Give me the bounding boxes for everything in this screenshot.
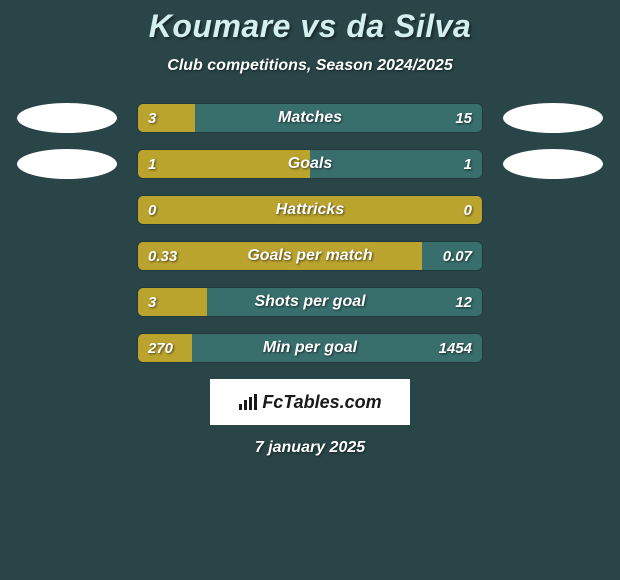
stat-value-right: 1454 xyxy=(439,334,472,362)
logo: FcTables.com xyxy=(238,392,381,413)
page-title: Koumare vs da Silva xyxy=(0,8,620,45)
stat-row: 0Hattricks0 xyxy=(0,195,620,225)
stat-row: 3Matches15 xyxy=(0,103,620,133)
stat-bar: 0.33Goals per match0.07 xyxy=(137,241,483,271)
oval-spacer xyxy=(17,241,117,271)
logo-text: FcTables.com xyxy=(262,392,381,413)
player-oval-right xyxy=(503,103,603,133)
stat-bar: 0Hattricks0 xyxy=(137,195,483,225)
oval-spacer xyxy=(17,195,117,225)
stat-label: Shots per goal xyxy=(138,288,482,316)
stat-label: Goals xyxy=(138,150,482,178)
oval-spacer xyxy=(17,287,117,317)
page-subtitle: Club competitions, Season 2024/2025 xyxy=(0,57,620,75)
stat-label: Matches xyxy=(138,104,482,132)
stat-label: Hattricks xyxy=(138,196,482,224)
stat-value-right: 12 xyxy=(455,288,472,316)
oval-spacer xyxy=(503,287,603,317)
stat-value-right: 0 xyxy=(464,196,472,224)
oval-spacer xyxy=(503,333,603,363)
stat-row: 3Shots per goal12 xyxy=(0,287,620,317)
stat-row: 270Min per goal1454 xyxy=(0,333,620,363)
stat-bar: 3Shots per goal12 xyxy=(137,287,483,317)
stat-bar: 270Min per goal1454 xyxy=(137,333,483,363)
stat-value-right: 15 xyxy=(455,104,472,132)
stat-bar: 1Goals1 xyxy=(137,149,483,179)
stat-rows: 3Matches15 1Goals1 0Hattricks0 0.33Goals pe… xyxy=(0,103,620,363)
stat-row: 0.33Goals per match0.07 xyxy=(0,241,620,271)
player-oval-left xyxy=(17,149,117,179)
player-oval-left xyxy=(17,103,117,133)
player-oval-right xyxy=(503,149,603,179)
oval-spacer xyxy=(503,241,603,271)
stat-value-right: 1 xyxy=(464,150,472,178)
bar-chart-icon xyxy=(238,394,258,410)
oval-spacer xyxy=(17,333,117,363)
stat-value-right: 0.07 xyxy=(443,242,472,270)
stat-row: 1Goals1 xyxy=(0,149,620,179)
stat-label: Min per goal xyxy=(138,334,482,362)
logo-box: FcTables.com xyxy=(210,379,410,425)
stat-label: Goals per match xyxy=(138,242,482,270)
date-line: 7 january 2025 xyxy=(0,439,620,457)
oval-spacer xyxy=(503,195,603,225)
stat-bar: 3Matches15 xyxy=(137,103,483,133)
comparison-infographic: Koumare vs da Silva Club competitions, S… xyxy=(0,0,620,457)
